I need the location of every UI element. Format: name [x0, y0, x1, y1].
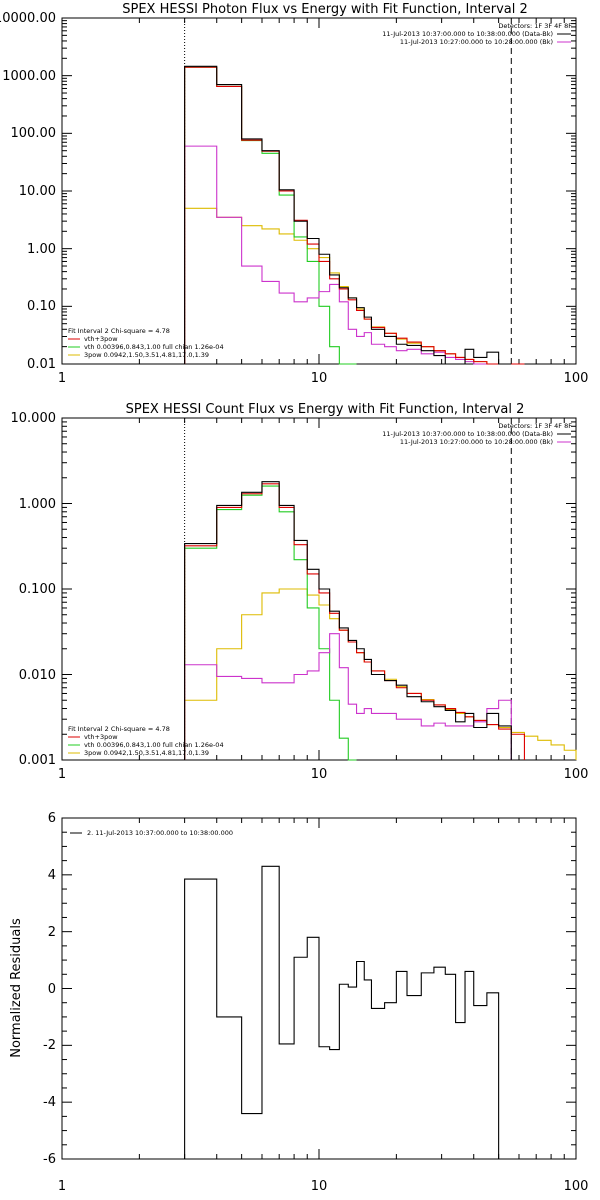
count-legend-entry-data: 11-Jul-2013 10:37:00.000 to 10:38:00.000…: [382, 430, 553, 438]
count-y-tick-label: 0.010: [19, 668, 56, 683]
count-fit-legend: Fit Interval 2 Chi-square = 4.78 vth+3po…: [68, 725, 224, 757]
photon-chart-title: SPEX HESSI Photon Flux vs Energy with Fi…: [122, 2, 528, 17]
series-step-line: [184, 485, 357, 761]
residuals-y-axis-label: Normalized Residuals: [9, 918, 24, 1058]
count-x-tick-label: 10: [311, 767, 328, 782]
count-legend-entry-fit: vth+3pow: [84, 733, 118, 741]
series-step-line: [184, 481, 512, 760]
photon-detectors-text: Detectors: 1F 3F 4F 8F: [498, 22, 572, 30]
count-detectors-text: Detectors: 1F 3F 4F 8F: [498, 422, 572, 430]
residuals-x-tick-marks: [61, 818, 565, 1159]
residuals-x-tick-label: 1: [58, 1179, 66, 1194]
photon-legend-entry-vth: vth 0.00396,0.843,1.00 full chian 1.26e-…: [84, 343, 224, 351]
count-x-tick-label: 100: [564, 767, 589, 782]
count-fit-info: Fit Interval 2 Chi-square = 4.78: [68, 725, 170, 733]
photon-y-tick-label: 1.00: [27, 242, 56, 257]
series-step-line: [184, 65, 512, 365]
count-legend-entry-3pow: 3pow 0.0942,1.50,3.51,4.81,17.0,1.39: [84, 749, 209, 757]
photon-y-tick-label: 0.01: [27, 357, 56, 372]
residuals-y-tick-label: 6: [48, 811, 56, 826]
residuals-y-tick-label: 4: [48, 868, 56, 883]
count-y-tick-label: 10.000: [11, 411, 57, 426]
residuals-y-tick-label: -2: [43, 1038, 56, 1053]
photon-y-tick-label: 100.00: [11, 126, 57, 141]
residuals-y-tick-label: 2: [48, 925, 56, 940]
series-step-line: [184, 207, 525, 365]
series-step-line: [184, 633, 512, 760]
photon-legend-entry-3pow: 3pow 0.0942,1.50,3.51,4.81,17.0,1.39: [84, 351, 209, 359]
count-x-tick-marks: [61, 418, 565, 760]
photon-y-tick-label: 1000.00: [2, 69, 56, 84]
photon-x-tick-label: 100: [564, 371, 589, 386]
photon-legend-entry-fit: vth+3pow: [84, 335, 118, 343]
residuals-series-layer: [184, 865, 512, 1160]
photon-legend-entry-data: 11-Jul-2013 10:37:00.000 to 10:38:00.000…: [382, 30, 553, 38]
photon-y-tick-marks: [62, 20, 576, 365]
series-step-line: [184, 865, 512, 1160]
count-series-layer: [184, 481, 577, 761]
photon-x-tick-label: 1: [58, 371, 66, 386]
count-y-tick-label: 0.100: [19, 582, 56, 597]
series-step-line: [184, 145, 512, 365]
photon-y-tick-label: 10.00: [19, 184, 56, 199]
count-chart-title: SPEX HESSI Count Flux vs Energy with Fit…: [126, 402, 525, 417]
photon-y-tick-label: 0.10: [27, 299, 56, 314]
photon-x-tick-marks: [61, 18, 565, 364]
residuals-panel: 1 10 100 -6 -4 -2 0 2 4 6 Normalized Res…: [9, 811, 588, 1194]
count-y-tick-label: 1.000: [19, 497, 56, 512]
photon-flux-panel: SPEX HESSI Photon Flux vs Energy with Fi…: [0, 2, 588, 386]
residuals-y-tick-label: -6: [43, 1152, 56, 1167]
photon-series-layer: [184, 65, 525, 365]
count-y-tick-label: 0.001: [19, 753, 56, 768]
count-legend-entry-vth: vth 0.00396,0.843,1.00 full chian 1.26e-…: [84, 741, 224, 749]
count-x-tick-label: 1: [58, 767, 66, 782]
residuals-y-tick-label: 0: [48, 982, 56, 997]
photon-fit-info: Fit Interval 2 Chi-square = 4.78: [68, 327, 170, 335]
photon-plot-frame: [61, 17, 577, 365]
photon-legend-entry-background: 11-Jul-2013 10:27:00.000 to 10:28:00.000…: [400, 38, 553, 46]
count-flux-panel: SPEX HESSI Count Flux vs Energy with Fit…: [11, 402, 589, 782]
series-step-line: [184, 66, 357, 365]
series-step-line: [184, 66, 525, 365]
photon-detectors-legend: Detectors: 1F 3F 4F 8F 11-Jul-2013 10:37…: [382, 22, 572, 46]
residuals-legend: 2. 11-Jul-2013 10:37:00.000 to 10:38:00.…: [70, 829, 233, 837]
residuals-y-tick-label: -4: [43, 1095, 56, 1110]
residuals-x-tick-label: 10: [311, 1179, 328, 1194]
count-legend-entry-background: 11-Jul-2013 10:27:00.000 to 10:28:00.000…: [400, 438, 553, 446]
residuals-y-tick-marks: [62, 817, 576, 1160]
count-detectors-legend: Detectors: 1F 3F 4F 8F 11-Jul-2013 10:37…: [382, 422, 572, 446]
residuals-legend-entry: 2. 11-Jul-2013 10:37:00.000 to 10:38:00.…: [87, 829, 233, 837]
residuals-x-tick-label: 100: [564, 1179, 589, 1194]
count-y-tick-marks: [62, 421, 576, 761]
photon-y-tick-label: 10000.00: [0, 11, 56, 26]
photon-x-tick-label: 10: [311, 371, 328, 386]
photon-fit-legend: Fit Interval 2 Chi-square = 4.78 vth+3po…: [68, 327, 224, 359]
